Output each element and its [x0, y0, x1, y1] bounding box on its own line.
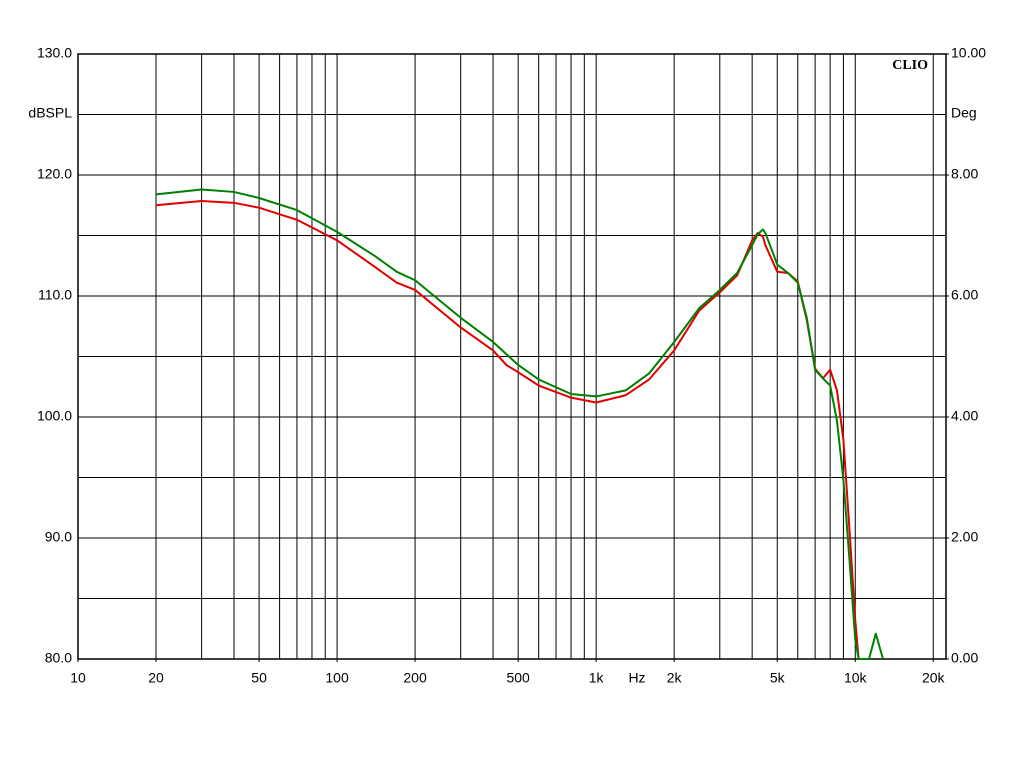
- y-tick-label: 100.0: [37, 408, 72, 424]
- y2-tick-label: 2.00: [951, 529, 978, 545]
- y-tick-label: 110.0: [38, 287, 72, 303]
- y-tick-label: 90.0: [45, 529, 72, 545]
- x-tick-label: 200: [403, 670, 427, 686]
- y-tick-label: 120.0: [37, 166, 72, 182]
- y2-tick-label: 0.00: [951, 650, 978, 666]
- x-tick-label: 100: [325, 670, 349, 686]
- y2-axis-label: Deg: [951, 105, 977, 121]
- x-tick-label: 10k: [844, 670, 868, 686]
- x-axis-label: Hz: [628, 670, 645, 686]
- y2-tick-label: 4.00: [951, 408, 978, 424]
- x-tick-label: 50: [251, 670, 267, 686]
- y-tick-label: 80.0: [45, 650, 72, 666]
- x-tick-label: 20: [148, 670, 164, 686]
- x-tick-label: 2k: [667, 670, 683, 686]
- x-tick-label: 500: [506, 670, 530, 686]
- y2-tick-label: 10.00: [951, 45, 986, 61]
- series-line: [155, 188, 884, 660]
- x-tick-label: 10: [70, 670, 86, 686]
- x-tick-label: 5k: [770, 670, 786, 686]
- y-axis-label: dBSPL: [28, 105, 72, 121]
- plot-frame: [77, 53, 947, 660]
- y2-tick-label: 8.00: [951, 166, 978, 182]
- x-tick-label: 1k: [589, 670, 605, 686]
- y-tick-label: 130.0: [37, 45, 72, 61]
- x-tick-label: 20k: [922, 670, 946, 686]
- series-line: [155, 200, 860, 660]
- annotation: CLIO: [892, 58, 928, 73]
- y2-tick-label: 6.00: [951, 287, 978, 303]
